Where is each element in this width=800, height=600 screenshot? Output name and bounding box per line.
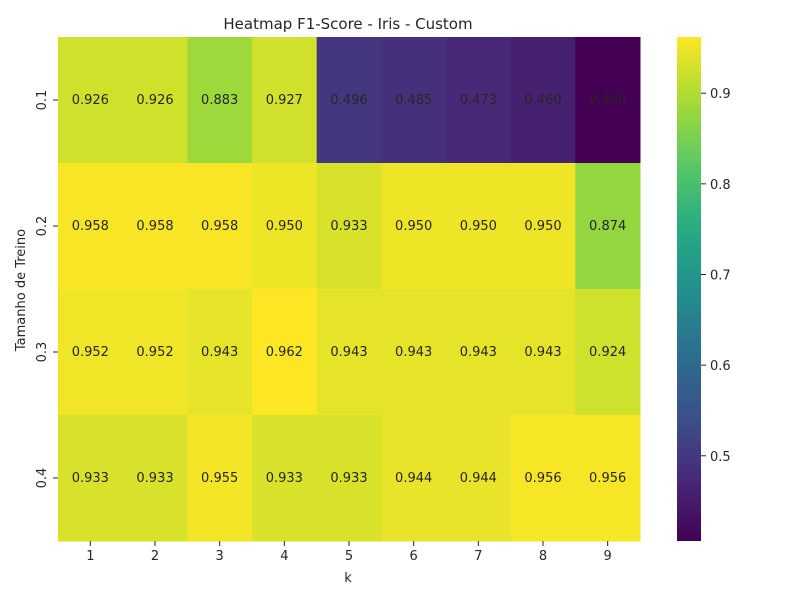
colorbar-tick-label: 0.7 xyxy=(710,268,731,283)
heatmap-cell xyxy=(381,163,447,290)
colorbar-tick-label: 0.8 xyxy=(710,178,731,193)
cell-value-label: 0.460 xyxy=(524,93,561,108)
y-tick-label: 0.3 xyxy=(35,342,50,363)
cell-value-label: 0.927 xyxy=(266,93,303,108)
cell-value-label: 0.943 xyxy=(330,345,367,360)
colorbar-tick-label: 0.6 xyxy=(710,359,731,374)
cell-value-label: 0.496 xyxy=(330,93,367,108)
x-axis-ticks: 1 2 3 4 5 6 7 8 9 xyxy=(86,541,612,564)
chart-title: Heatmap F1-Score - Iris - Custom xyxy=(223,15,472,33)
heatmap-cells: 0.926 0.926 0.883 0.927 0.496 0.485 0.473 0.460… xyxy=(58,37,641,542)
heatmap-cell xyxy=(122,415,188,542)
cell-value-label: 0.933 xyxy=(266,471,303,486)
heatmap-cell xyxy=(58,163,124,290)
heatmap-cell xyxy=(252,289,318,416)
cell-value-label: 0.933 xyxy=(330,219,367,234)
x-tick-label: 7 xyxy=(474,549,482,564)
x-tick-label: 5 xyxy=(345,549,353,564)
heatmap-cell xyxy=(510,289,576,416)
y-axis-label: Tamanho de Treino xyxy=(14,229,29,352)
colorbar xyxy=(677,37,701,541)
heatmap-cell xyxy=(381,415,447,542)
heatmap-cell xyxy=(446,415,512,542)
x-tick-label: 9 xyxy=(604,549,612,564)
heatmap-cell xyxy=(575,37,641,164)
heatmap-cell xyxy=(510,37,576,164)
cell-value-label: 0.958 xyxy=(201,219,238,234)
heatmap-cell xyxy=(446,163,512,290)
y-tick-label: 0.2 xyxy=(35,216,50,237)
cell-value-label: 0.944 xyxy=(460,471,497,486)
heatmap-cell xyxy=(575,415,641,542)
heatmap-cell xyxy=(381,37,447,164)
cell-value-label: 0.926 xyxy=(72,93,109,108)
y-tick-label: 0.1 xyxy=(35,90,50,111)
cell-value-label: 0.933 xyxy=(72,471,109,486)
x-tick-label: 1 xyxy=(86,549,94,564)
cell-value-label: 0.874 xyxy=(589,219,626,234)
cell-value-label: 0.926 xyxy=(136,93,173,108)
heatmap-cell xyxy=(381,289,447,416)
heatmap-cell xyxy=(316,289,382,416)
x-tick-label: 2 xyxy=(151,549,159,564)
cell-value-label: 0.943 xyxy=(524,345,561,360)
heatmap-cell xyxy=(446,289,512,416)
cell-value-label: 0.958 xyxy=(136,219,173,234)
heatmap-cell xyxy=(575,289,641,416)
heatmap-cell xyxy=(316,163,382,290)
heatmap-cell xyxy=(187,289,253,416)
cell-value-label: 0.944 xyxy=(395,471,432,486)
y-tick-label: 0.4 xyxy=(35,468,50,489)
cell-value-label: 0.952 xyxy=(136,345,173,360)
x-tick-label: 8 xyxy=(539,549,547,564)
heatmap-cell xyxy=(58,415,124,542)
heatmap-cell xyxy=(446,37,512,164)
heatmap-cell xyxy=(252,37,318,164)
heatmap-cell xyxy=(252,163,318,290)
cell-value-label: 0.956 xyxy=(524,471,561,486)
heatmap-cell xyxy=(187,163,253,290)
cell-value-label: 0.473 xyxy=(460,93,497,108)
heatmap-cell xyxy=(575,163,641,290)
heatmap-cell xyxy=(122,289,188,416)
heatmap-cell xyxy=(510,415,576,542)
heatmap-cell xyxy=(316,415,382,542)
cell-value-label: 0.933 xyxy=(136,471,173,486)
x-tick-label: 4 xyxy=(280,549,288,564)
heatmap-cell xyxy=(122,163,188,290)
x-tick-label: 3 xyxy=(216,549,224,564)
cell-value-label: 0.950 xyxy=(266,219,303,234)
cell-value-label: 0.485 xyxy=(395,93,432,108)
cell-value-label: 0.952 xyxy=(72,345,109,360)
heatmap-cell xyxy=(510,163,576,290)
heatmap-cell xyxy=(187,37,253,164)
cell-value-label: 0.883 xyxy=(201,93,238,108)
cell-value-label: 0.950 xyxy=(524,219,561,234)
cell-value-label: 0.933 xyxy=(330,471,367,486)
heatmap-cell xyxy=(316,37,382,164)
x-tick-label: 6 xyxy=(410,549,418,564)
colorbar-tick-label: 0.5 xyxy=(710,450,731,465)
heatmap-cell xyxy=(252,415,318,542)
cell-value-label: 0.943 xyxy=(201,345,238,360)
cell-value-label: 0.956 xyxy=(589,471,626,486)
cell-value-label: 0.955 xyxy=(201,471,238,486)
cell-value-label: 0.962 xyxy=(266,345,303,360)
heatmap-cell xyxy=(187,415,253,542)
cell-value-label: 0.943 xyxy=(395,345,432,360)
cell-value-label: 0.924 xyxy=(589,345,626,360)
cell-value-label: 0.406 xyxy=(589,93,626,108)
x-axis-label: k xyxy=(344,571,352,586)
heatmap-cell xyxy=(58,289,124,416)
heatmap-cell xyxy=(58,37,124,164)
cell-value-label: 0.950 xyxy=(395,219,432,234)
colorbar-ticks: 0.5 0.6 0.7 0.8 0.9 xyxy=(701,87,731,465)
heatmap-cell xyxy=(122,37,188,164)
colorbar-tick-label: 0.9 xyxy=(710,87,731,102)
cell-value-label: 0.950 xyxy=(460,219,497,234)
y-axis-ticks: 0.1 0.2 0.3 0.4 xyxy=(35,90,58,489)
cell-value-label: 0.958 xyxy=(72,219,109,234)
cell-value-label: 0.943 xyxy=(460,345,497,360)
